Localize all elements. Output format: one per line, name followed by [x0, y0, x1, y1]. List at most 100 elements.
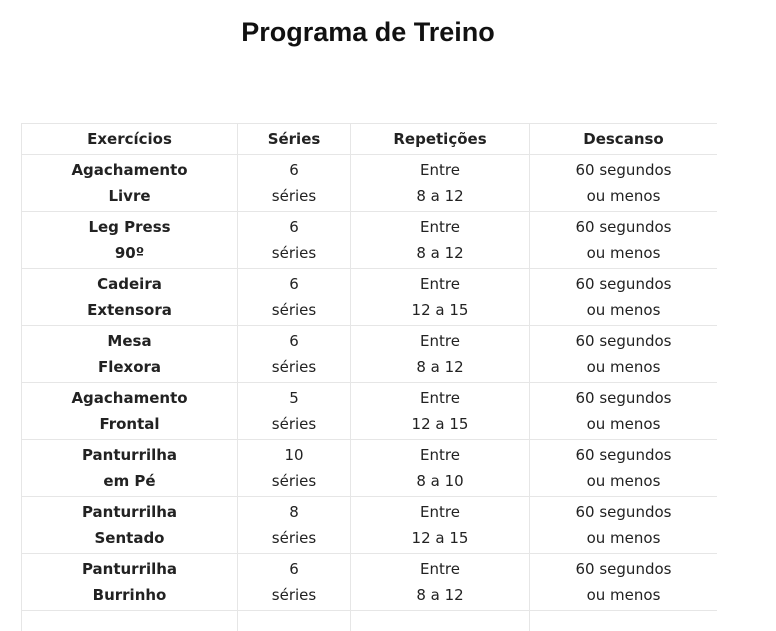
series-cell: 10 séries [237, 439, 351, 497]
table-row: Cadeira Extensora 6 séries Entre 12 a 15 60… [21, 268, 717, 326]
workout-table: Exercícios Séries Repetições Descanso Ag… [21, 123, 717, 631]
series-cell: 5 séries [237, 382, 351, 440]
table-row: Leg Press 90º 6 séries Entre 8 a 12 60 segu… [21, 211, 717, 269]
series-count: 6 [289, 275, 299, 293]
rest-qualifier: ou menos [586, 358, 661, 376]
exercise-name-line: Extensora [87, 301, 172, 319]
table-container: Exercícios Séries Repetições Descanso Ag… [21, 123, 717, 631]
series-cell: 6 séries [237, 154, 351, 212]
series-unit: séries [271, 358, 317, 376]
empty-cell [237, 610, 351, 631]
series-cell: 6 séries [237, 268, 351, 326]
exercise-cell: Agachamento Livre [21, 154, 238, 212]
series-cell: 8 séries [237, 496, 351, 554]
reps-prefix: Entre [420, 332, 460, 350]
reps-cell: Entre 8 a 12 [350, 325, 530, 383]
series-count: 6 [289, 332, 299, 350]
exercise-name-line: Cadeira [97, 275, 162, 293]
series-unit: séries [271, 586, 317, 604]
series-cell: 6 séries [237, 325, 351, 383]
series-unit: séries [271, 415, 317, 433]
reps-cell: Entre 12 a 15 [350, 268, 530, 326]
table-row-partial [21, 610, 717, 631]
series-cell: 6 séries [237, 553, 351, 611]
reps-range: 12 a 15 [411, 415, 469, 433]
exercise-cell: Panturrilha Sentado [21, 496, 238, 554]
series-count: 6 [289, 560, 299, 578]
rest-qualifier: ou menos [586, 187, 661, 205]
column-header-exercises: Exercícios [21, 123, 238, 155]
series-unit: séries [271, 472, 317, 490]
rest-cell: 60 segundos ou menos [529, 211, 717, 269]
table-row: Agachamento Livre 6 séries Entre 8 a 12 60 … [21, 154, 717, 212]
exercise-name-line: Agachamento [71, 161, 188, 179]
reps-prefix: Entre [420, 503, 460, 521]
series-cell: 6 séries [237, 211, 351, 269]
reps-prefix: Entre [420, 218, 460, 236]
rest-qualifier: ou menos [586, 586, 661, 604]
series-count: 8 [289, 503, 299, 521]
column-header-rest: Descanso [529, 123, 717, 155]
reps-range: 12 a 15 [411, 301, 469, 319]
column-header-repetitions: Repetições [350, 123, 530, 155]
reps-prefix: Entre [420, 446, 460, 464]
rest-qualifier: ou menos [586, 529, 661, 547]
exercise-name-line: Leg Press [88, 218, 171, 236]
rest-qualifier: ou menos [586, 301, 661, 319]
exercise-cell: Panturrilha em Pé [21, 439, 238, 497]
rest-cell: 60 segundos ou menos [529, 325, 717, 383]
exercise-name-line: Livre [108, 187, 151, 205]
exercise-name-line: em Pé [103, 472, 156, 490]
table-row: Mesa Flexora 6 séries Entre 8 a 12 60 segun… [21, 325, 717, 383]
table-row: Panturrilha Sentado 8 séries Entre 12 a 15 … [21, 496, 717, 554]
exercise-cell: Mesa Flexora [21, 325, 238, 383]
reps-range: 8 a 12 [416, 586, 464, 604]
reps-prefix: Entre [420, 389, 460, 407]
table-row: Agachamento Frontal 5 séries Entre 12 a 15 … [21, 382, 717, 440]
exercise-name-line: Burrinho [92, 586, 167, 604]
rest-qualifier: ou menos [586, 472, 661, 490]
exercise-name-line: Frontal [99, 415, 160, 433]
reps-range: 8 a 12 [416, 187, 464, 205]
series-unit: séries [271, 529, 317, 547]
exercise-cell: Agachamento Frontal [21, 382, 238, 440]
reps-cell: Entre 12 a 15 [350, 382, 530, 440]
reps-cell: Entre 12 a 15 [350, 496, 530, 554]
exercise-name-line: Flexora [97, 358, 162, 376]
table-row: Panturrilha em Pé 10 séries Entre 8 a 10 60… [21, 439, 717, 497]
reps-range: 8 a 12 [416, 358, 464, 376]
series-count: 5 [289, 389, 299, 407]
reps-cell: Entre 8 a 12 [350, 553, 530, 611]
exercise-name-line: 90º [114, 244, 145, 262]
reps-cell: Entre 8 a 12 [350, 211, 530, 269]
reps-prefix: Entre [420, 161, 460, 179]
exercise-cell: Leg Press 90º [21, 211, 238, 269]
rest-cell: 60 segundos ou menos [529, 268, 717, 326]
series-unit: séries [271, 301, 317, 319]
rest-cell: 60 segundos ou menos [529, 553, 717, 611]
reps-cell: Entre 8 a 10 [350, 439, 530, 497]
rest-time: 60 segundos [575, 275, 672, 293]
reps-prefix: Entre [420, 275, 460, 293]
exercise-name-line: Agachamento [71, 389, 188, 407]
reps-range: 12 a 15 [411, 529, 469, 547]
exercise-name-line: Panturrilha [81, 503, 178, 521]
column-header-series: Séries [237, 123, 351, 155]
reps-range: 8 a 12 [416, 244, 464, 262]
page-title: Programa de Treino [241, 17, 495, 47]
series-count: 10 [284, 446, 304, 464]
rest-cell: 60 segundos ou menos [529, 382, 717, 440]
series-unit: séries [271, 187, 317, 205]
table-body: Agachamento Livre 6 séries Entre 8 a 12 60 … [21, 154, 717, 631]
rest-time: 60 segundos [575, 446, 672, 464]
empty-cell [21, 610, 238, 631]
exercise-name-line: Sentado [94, 529, 165, 547]
rest-qualifier: ou menos [586, 244, 661, 262]
exercise-name-line: Panturrilha [81, 446, 178, 464]
rest-time: 60 segundos [575, 389, 672, 407]
table-header: Exercícios Séries Repetições Descanso [21, 123, 717, 155]
exercise-cell: Cadeira Extensora [21, 268, 238, 326]
exercise-name-line: Mesa [107, 332, 152, 350]
empty-cell [529, 610, 717, 631]
header-row: Exercícios Séries Repetições Descanso [21, 123, 717, 155]
